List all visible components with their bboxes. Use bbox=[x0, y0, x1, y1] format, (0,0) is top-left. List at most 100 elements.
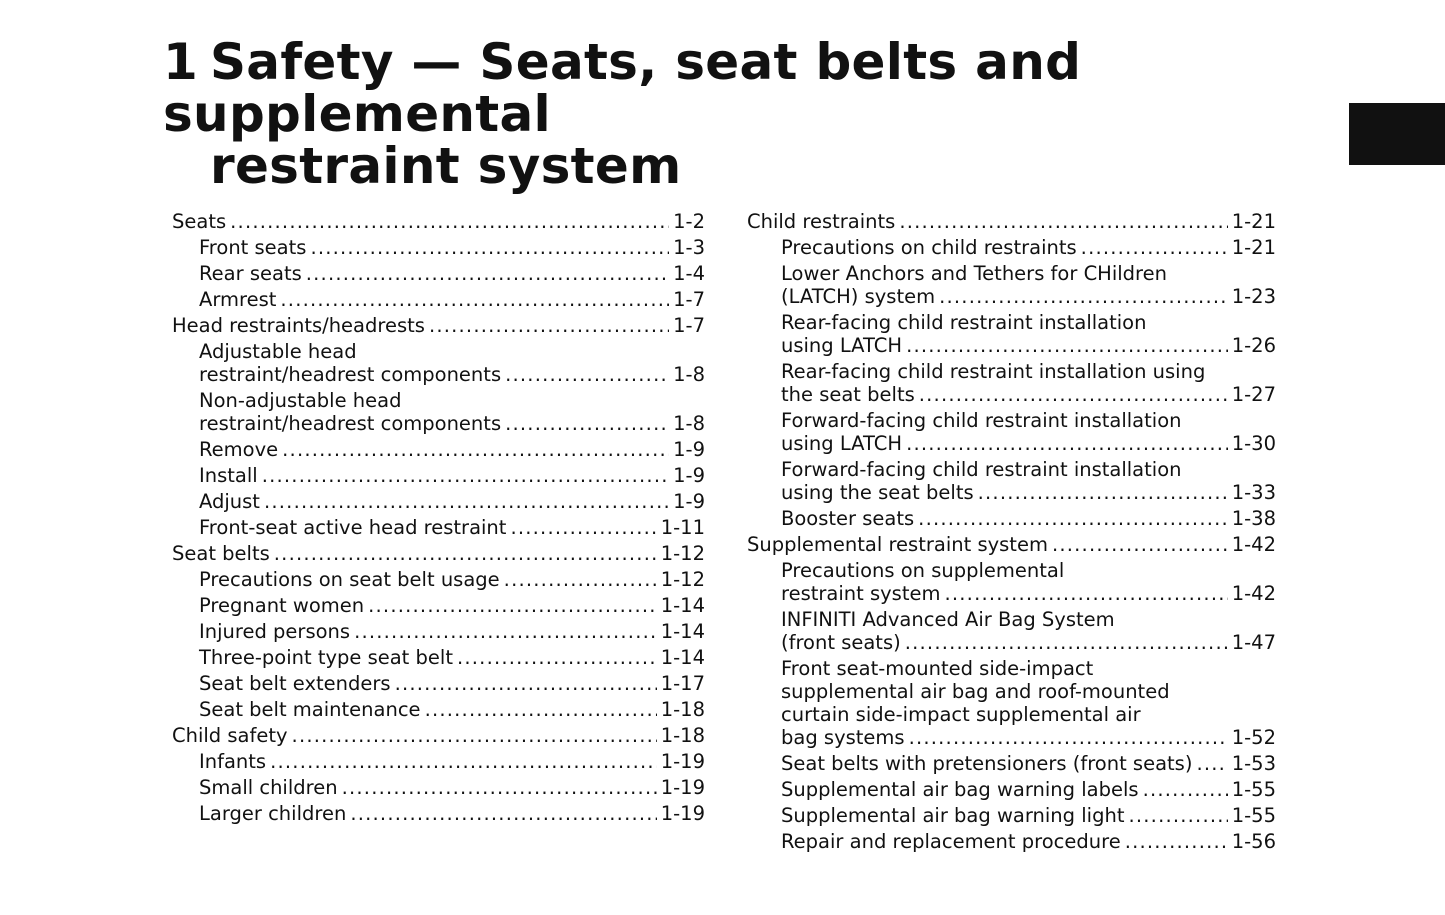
toc-entry-line: Seats 1-2 bbox=[172, 210, 705, 233]
toc-entry[interactable]: Booster seats 1-38 bbox=[747, 507, 1276, 530]
dot-leader bbox=[918, 507, 1228, 530]
toc-entry[interactable]: Supplemental air bag warning labels 1-55 bbox=[747, 778, 1276, 801]
toc-entry[interactable]: Non-adjustable head restraint/headrest co… bbox=[172, 389, 705, 435]
dot-leader bbox=[939, 285, 1228, 308]
dot-leader bbox=[505, 412, 669, 435]
dot-leader bbox=[282, 438, 669, 461]
toc-entry[interactable]: Seat belts with pretensioners (front sea… bbox=[747, 752, 1276, 775]
toc-entry[interactable]: Front seat-mounted side-impact supplement… bbox=[747, 657, 1276, 749]
toc-entry-text: Forward-facing child restraint installat… bbox=[781, 409, 1182, 432]
toc-entry[interactable]: Supplemental restraint system 1-42 bbox=[747, 533, 1276, 556]
toc-entry[interactable]: INFINITI Advanced Air Bag System (front s… bbox=[747, 608, 1276, 654]
toc-entry-text: restraint/headrest components bbox=[199, 363, 502, 386]
toc-entry-line: Infants 1-19 bbox=[199, 750, 705, 773]
toc-page-number: 1-33 bbox=[1231, 481, 1276, 504]
toc-entry[interactable]: Forward-facing child restraint installat… bbox=[747, 458, 1276, 504]
dot-leader bbox=[1128, 804, 1227, 827]
toc-entry-line: Small children 1-19 bbox=[199, 776, 705, 799]
toc-entry-line: Child restraints 1-21 bbox=[747, 210, 1276, 233]
toc-page-number: 1-17 bbox=[660, 672, 705, 695]
toc-entry-text: Armrest bbox=[199, 288, 277, 311]
chapter-title: 1 Safety — Seats, seat belts and suppleme… bbox=[163, 36, 1445, 192]
dot-leader bbox=[1125, 830, 1228, 853]
toc-entry[interactable]: Seats 1-2 bbox=[172, 210, 705, 233]
toc-entry-line: Front-seat active head restraint 1-11 bbox=[199, 516, 705, 539]
toc-entry-text: using the seat belts bbox=[781, 481, 974, 504]
toc-entry-text: Precautions on seat belt usage bbox=[199, 568, 500, 591]
toc-entry-line: restraint system 1-42 bbox=[781, 582, 1276, 605]
toc-page-number: 1-9 bbox=[673, 464, 705, 487]
toc-entry[interactable]: Front seats 1-3 bbox=[172, 236, 705, 259]
toc-page-number: 1-4 bbox=[673, 262, 705, 285]
toc-entry[interactable]: Rear-facing child restraint installation… bbox=[747, 360, 1276, 406]
toc-entry[interactable]: Rear seats 1-4 bbox=[172, 262, 705, 285]
toc-entry-text: (front seats) bbox=[781, 631, 901, 654]
toc-entry-text: restraint/headrest components bbox=[199, 412, 502, 435]
toc-entry[interactable]: Pregnant women 1-14 bbox=[172, 594, 705, 617]
toc-entry-line: Supplemental restraint system 1-42 bbox=[747, 533, 1276, 556]
toc-page-number: 1-18 bbox=[660, 698, 705, 721]
toc-page-number: 1-9 bbox=[673, 438, 705, 461]
toc-page-number: 1-23 bbox=[1231, 285, 1276, 308]
toc-entry[interactable]: Precautions on child restraints 1-21 bbox=[747, 236, 1276, 259]
toc-entry-line: the seat belts 1-27 bbox=[781, 383, 1276, 406]
toc-entry-text: Precautions on child restraints bbox=[781, 236, 1077, 259]
toc-entry-line: Seat belts 1-12 bbox=[172, 542, 705, 565]
toc-page-number: 1-53 bbox=[1231, 752, 1276, 775]
dot-leader bbox=[270, 750, 657, 773]
toc-page-number: 1-19 bbox=[660, 802, 705, 825]
toc-entry-line: Precautions on child restraints 1-21 bbox=[781, 236, 1276, 259]
toc-page-number: 1-26 bbox=[1231, 334, 1276, 357]
toc-page-number: 1-7 bbox=[673, 314, 705, 337]
dot-leader bbox=[262, 464, 669, 487]
toc-entry-line: bag systems 1-52 bbox=[781, 726, 1276, 749]
toc-entry[interactable]: Supplemental air bag warning light 1-55 bbox=[747, 804, 1276, 827]
toc-entry[interactable]: Injured persons 1-14 bbox=[172, 620, 705, 643]
toc-entry[interactable]: Front-seat active head restraint 1-11 bbox=[172, 516, 705, 539]
toc-entry[interactable]: Adjustable head restraint/headrest compon… bbox=[172, 340, 705, 386]
toc-entry-line: Remove 1-9 bbox=[199, 438, 705, 461]
dot-leader bbox=[905, 631, 1228, 654]
toc-entry[interactable]: Child restraints 1-21 bbox=[747, 210, 1276, 233]
toc-page-number: 1-21 bbox=[1231, 236, 1276, 259]
dot-leader bbox=[510, 516, 656, 539]
toc-entry[interactable]: Larger children 1-19 bbox=[172, 802, 705, 825]
toc-entry[interactable]: Head restraints/headrests 1-7 bbox=[172, 314, 705, 337]
toc-entry-text: Supplemental air bag warning labels bbox=[781, 778, 1139, 801]
toc-page-number: 1-14 bbox=[660, 594, 705, 617]
toc-entry-text: curtain side-impact supplemental air bbox=[781, 703, 1141, 726]
chapter-number: 1 bbox=[163, 33, 199, 91]
toc-entry[interactable]: Precautions on seat belt usage 1-12 bbox=[172, 568, 705, 591]
toc-entry[interactable]: Armrest 1-7 bbox=[172, 288, 705, 311]
toc-entry[interactable]: Small children 1-19 bbox=[172, 776, 705, 799]
dot-leader bbox=[978, 481, 1228, 504]
dot-leader bbox=[368, 594, 657, 617]
toc-entry-text: Three-point type seat belt bbox=[199, 646, 453, 669]
toc-entry[interactable]: Seat belts 1-12 bbox=[172, 542, 705, 565]
toc-page-number: 1-47 bbox=[1231, 631, 1276, 654]
toc-page-number: 1-3 bbox=[673, 236, 705, 259]
toc-entry[interactable]: Adjust 1-9 bbox=[172, 490, 705, 513]
toc-page-number: 1-14 bbox=[660, 620, 705, 643]
toc-entry[interactable]: Lower Anchors and Tethers for CHildren (L… bbox=[747, 262, 1276, 308]
toc-page-number: 1-19 bbox=[660, 750, 705, 773]
toc-entry[interactable]: Repair and replacement procedure 1-56 bbox=[747, 830, 1276, 853]
toc-entry[interactable]: Child safety 1-18 bbox=[172, 724, 705, 747]
toc-entry-line: Install 1-9 bbox=[199, 464, 705, 487]
toc-entry[interactable]: Install 1-9 bbox=[172, 464, 705, 487]
toc-entry[interactable]: Precautions on supplemental restraint sys… bbox=[747, 559, 1276, 605]
toc-entry[interactable]: Infants 1-19 bbox=[172, 750, 705, 773]
toc-entry[interactable]: Forward-facing child restraint installat… bbox=[747, 409, 1276, 455]
toc-entry[interactable]: Seat belt extenders 1-17 bbox=[172, 672, 705, 695]
toc-entry[interactable]: Seat belt maintenance 1-18 bbox=[172, 698, 705, 721]
toc-entry[interactable]: Remove 1-9 bbox=[172, 438, 705, 461]
toc-page-number: 1-52 bbox=[1231, 726, 1276, 749]
toc-entry-text: Booster seats bbox=[781, 507, 915, 530]
dot-leader bbox=[350, 802, 656, 825]
dot-leader bbox=[909, 726, 1228, 749]
toc-entry-text: Rear-facing child restraint installation… bbox=[781, 360, 1206, 383]
toc-entry-text: INFINITI Advanced Air Bag System bbox=[781, 608, 1115, 631]
toc-entry-line: Larger children 1-19 bbox=[199, 802, 705, 825]
toc-entry[interactable]: Rear-facing child restraint installation… bbox=[747, 311, 1276, 357]
toc-entry[interactable]: Three-point type seat belt 1-14 bbox=[172, 646, 705, 669]
